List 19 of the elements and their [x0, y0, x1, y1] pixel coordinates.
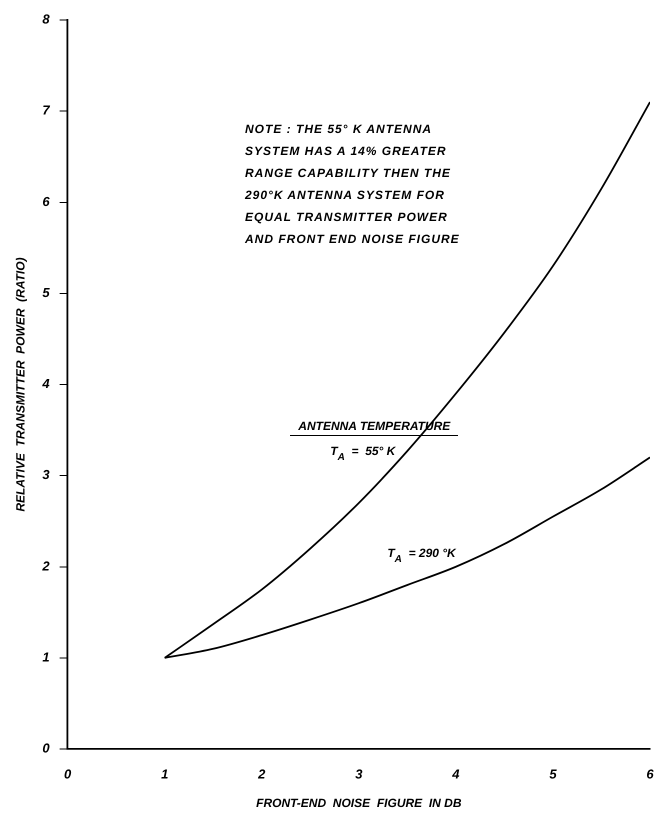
y-tick-label: 0 [42, 740, 50, 756]
x-tick-label: 3 [355, 766, 364, 782]
y-tick-label: 4 [41, 376, 50, 392]
x-tick-label: 0 [64, 766, 72, 782]
x-tick-label: 5 [549, 766, 558, 782]
y-tick-label: 5 [42, 284, 50, 300]
x-tick-label: 6 [646, 766, 654, 782]
y-tick-label: 8 [42, 12, 50, 27]
y-tick-label: 6 [42, 194, 50, 209]
x-axis-title: FRONT-END NOISE FIGURE IN DB [256, 796, 462, 810]
y-axis-title: RELATIVE TRANSMITTER POWER (RATIO) [14, 257, 28, 512]
x-tick-label: 4 [451, 766, 460, 782]
x-tick-label: 1 [161, 766, 168, 782]
y-tick-label: 7 [42, 102, 50, 118]
y-tick-label: 2 [41, 558, 50, 574]
y-tick-label: 3 [42, 467, 50, 482]
y-tick-label: 1 [42, 649, 50, 664]
x-tick-label: 2 [257, 766, 266, 782]
annotation: NOTE : THE 55° K ANTENNA SYSTEM HAS A 14% GREATER RANGE CAPABILITY THEN THE 290°K ANTENNA SYSTEM FOR EQUAL TRANSMITTER POWER AND FRONT END NOISE FIGURE [245, 121, 461, 248]
